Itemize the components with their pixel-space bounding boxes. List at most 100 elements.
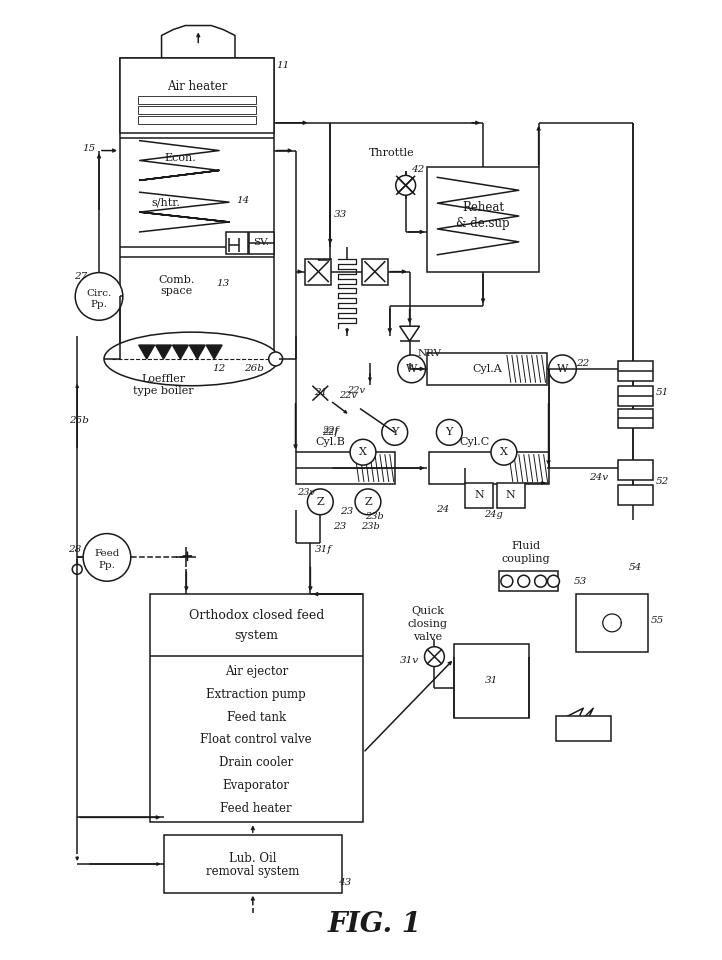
Text: 23b: 23b	[360, 522, 379, 531]
Text: Evaporator: Evaporator	[223, 780, 290, 792]
Ellipse shape	[104, 332, 279, 386]
Text: 22f: 22f	[322, 428, 339, 437]
Text: Cyl.B: Cyl.B	[316, 438, 345, 447]
Bar	[454, 644, 529, 718]
Text: Loeffler: Loeffler	[142, 373, 186, 384]
Text: X: X	[500, 447, 508, 457]
Circle shape	[535, 575, 547, 588]
Bar	[499, 571, 559, 591]
Text: NRV: NRV	[417, 349, 442, 358]
Bar	[138, 96, 256, 104]
Text: 24: 24	[436, 505, 449, 515]
Text: Air ejector: Air ejector	[225, 665, 288, 678]
Text: 22v: 22v	[347, 386, 365, 396]
Bar	[427, 167, 539, 272]
Bar	[465, 483, 493, 508]
Text: 26b: 26b	[244, 365, 264, 373]
Circle shape	[501, 575, 513, 588]
Text: 52: 52	[656, 477, 669, 487]
Circle shape	[75, 273, 123, 321]
Text: Cyl.C: Cyl.C	[459, 438, 490, 447]
Bar	[226, 232, 248, 253]
Text: 22f: 22f	[322, 426, 339, 435]
Circle shape	[398, 355, 425, 383]
Text: 27: 27	[74, 272, 87, 281]
Text: Econ.: Econ.	[165, 153, 196, 162]
Circle shape	[549, 355, 576, 383]
Bar	[120, 59, 274, 132]
Text: N: N	[474, 490, 484, 500]
Circle shape	[382, 420, 408, 445]
Text: 42: 42	[411, 165, 425, 174]
Text: 43: 43	[339, 878, 352, 887]
Circle shape	[518, 575, 530, 588]
Bar	[430, 452, 549, 484]
Text: 33: 33	[334, 209, 347, 219]
Circle shape	[83, 534, 131, 581]
Bar	[427, 353, 547, 385]
Text: 23: 23	[334, 522, 347, 531]
Text: Air heater: Air heater	[167, 80, 227, 92]
Text: Fluid: Fluid	[511, 541, 540, 551]
Text: 31f: 31f	[315, 545, 332, 554]
Circle shape	[350, 440, 376, 465]
Bar	[295, 452, 395, 484]
Text: system: system	[235, 630, 278, 642]
Bar	[557, 716, 611, 741]
Text: Y: Y	[391, 427, 399, 438]
Text: Z: Z	[364, 497, 372, 507]
Text: 55: 55	[651, 616, 664, 625]
Text: Float control valve: Float control valve	[201, 733, 312, 747]
Text: valve: valve	[413, 632, 442, 642]
Text: 28: 28	[68, 545, 81, 554]
Text: 22: 22	[575, 359, 589, 369]
Text: 25b: 25b	[69, 416, 89, 425]
Text: FIG. 1: FIG. 1	[328, 911, 422, 938]
Text: Cyl.A: Cyl.A	[472, 364, 502, 373]
Text: Drain cooler: Drain cooler	[219, 756, 293, 769]
Text: Lub. Oil: Lub. Oil	[229, 852, 277, 865]
Text: Extraction pump: Extraction pump	[206, 687, 306, 701]
Text: Y: Y	[445, 427, 453, 438]
Bar	[576, 594, 648, 652]
Text: Pp.: Pp.	[90, 300, 108, 309]
Text: space: space	[160, 286, 193, 297]
Text: Feed tank: Feed tank	[227, 710, 286, 724]
Text: 21: 21	[313, 388, 327, 397]
Text: type boiler: type boiler	[134, 386, 193, 396]
Polygon shape	[156, 345, 171, 359]
Text: removal system: removal system	[206, 866, 300, 878]
Text: Reheat: Reheat	[462, 201, 504, 214]
Bar	[618, 460, 653, 480]
Text: 24v: 24v	[588, 472, 608, 482]
Text: 22v: 22v	[339, 391, 357, 400]
Bar	[618, 485, 653, 505]
Text: Feed heater: Feed heater	[220, 802, 292, 815]
Text: 13: 13	[217, 279, 230, 288]
Bar	[618, 386, 653, 405]
Bar	[497, 483, 525, 508]
Bar	[305, 258, 331, 284]
Bar	[138, 106, 256, 114]
Text: 23: 23	[341, 507, 354, 516]
Circle shape	[269, 352, 282, 366]
Text: 31: 31	[485, 676, 499, 684]
Text: 11: 11	[276, 60, 290, 70]
Bar	[618, 361, 653, 381]
Text: Quick: Quick	[411, 606, 444, 616]
Polygon shape	[206, 345, 222, 359]
Text: Pp.: Pp.	[98, 561, 116, 570]
Bar	[149, 594, 363, 823]
Text: 12: 12	[212, 365, 226, 373]
Text: 51: 51	[656, 388, 669, 397]
Text: coupling: coupling	[501, 554, 550, 564]
Text: Comb.: Comb.	[158, 275, 195, 284]
Text: SV.: SV.	[253, 238, 269, 248]
Text: X: X	[359, 447, 367, 457]
Polygon shape	[173, 345, 188, 359]
Text: 53: 53	[574, 577, 587, 586]
Circle shape	[491, 440, 517, 465]
Text: 15: 15	[82, 144, 96, 153]
Circle shape	[436, 420, 462, 445]
Text: 54: 54	[630, 563, 643, 572]
